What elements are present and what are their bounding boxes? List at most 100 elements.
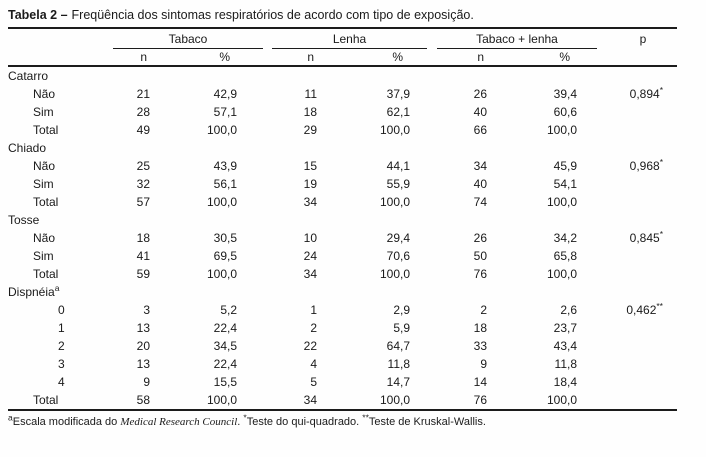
footnote-marker-a: a: [8, 412, 13, 423]
n-value-cell: 28: [136, 105, 150, 119]
pct-value-cell: 15,5: [213, 375, 237, 389]
row-label: 4: [58, 375, 65, 389]
pct-value-cell: 30,5: [213, 231, 237, 245]
pct-value-cell: 65,8: [553, 249, 577, 263]
n-value-cell: 29: [303, 123, 317, 137]
pct-value-cell: 11,8: [554, 357, 577, 371]
footnote-text: Teste de Kruskal-Wallis.: [368, 416, 486, 428]
pct-value-cell: 100,0: [206, 393, 237, 407]
p-value-cell: [577, 103, 663, 121]
pct-value-cell: 100,0: [206, 267, 237, 281]
row-end-spacer: [663, 175, 677, 193]
p-column-header: p: [639, 32, 647, 46]
pct-value-cell: 64,7: [386, 339, 410, 353]
p-value-sup: *: [659, 85, 663, 95]
row-label: 1: [58, 321, 65, 335]
row-label: Total: [33, 195, 59, 209]
pct-value-cell: 100,0: [379, 195, 410, 209]
row-label: 3: [58, 357, 65, 371]
n-value-cell: 13: [136, 357, 150, 371]
n-value-cell: 21: [136, 87, 150, 101]
group-header-lenha: Lenha: [272, 32, 427, 49]
n-value-cell: 14: [473, 375, 487, 389]
pct-value-cell: 34,5: [213, 339, 237, 353]
pct-value-cell: 57,1: [213, 105, 237, 119]
pct-value-cell: 42,9: [213, 87, 237, 101]
pct-value-cell: 18,4: [553, 375, 577, 389]
table-caption-text: Freqüência dos sintomas respiratórios de…: [71, 8, 474, 22]
section-row: Tosse: [8, 211, 677, 229]
pct-value-cell: 43,9: [213, 159, 237, 173]
pct-value-cell: 43,4: [553, 339, 577, 353]
p-value-cell: [577, 373, 663, 391]
pct-value-cell: 100,0: [379, 267, 410, 281]
subheader-row: n % n % n %: [8, 49, 677, 67]
n-value-cell: 57: [136, 195, 150, 209]
n-value-cell: 9: [143, 375, 150, 389]
n-value-cell: 76: [473, 267, 487, 281]
footnote: aEscala modificada do Medical Research C…: [8, 412, 706, 429]
pct-value-cell: 100,0: [546, 195, 577, 209]
n-value-cell: 18: [303, 105, 317, 119]
data-row: 4 9 15,5 5 14,7 14 18,4: [8, 373, 677, 391]
p-value-cell: [577, 337, 663, 355]
pct-value-cell: 22,4: [213, 321, 237, 335]
n-value-cell: 10: [303, 231, 317, 245]
n-value-cell: 40: [473, 105, 487, 119]
bottom-rule: [8, 409, 677, 411]
row-label: Não: [33, 231, 56, 245]
p-value-cell: 0,894*: [629, 85, 663, 101]
row-end-spacer: [663, 265, 677, 283]
row-end-spacer: [663, 85, 677, 103]
pct-value-cell: 2,6: [560, 303, 577, 317]
row-label: 2: [58, 339, 65, 353]
row-end-spacer: [663, 247, 677, 265]
section-row: Chiado: [8, 139, 677, 157]
data-row: Total 59 100,0 34 100,0 76 100,0: [8, 265, 677, 283]
n-value-cell: 18: [473, 321, 487, 335]
section-label: Catarro: [8, 69, 49, 83]
pct-value-cell: 100,0: [379, 393, 410, 407]
pct-value-cell: 39,4: [553, 87, 577, 101]
n-value-cell: 19: [303, 177, 317, 191]
empty-header-cell: [663, 49, 677, 67]
pct-value-cell: 2,9: [393, 303, 410, 317]
data-row: Sim 41 69,5 24 70,6 50 65,8: [8, 247, 677, 265]
n-value-cell: 13: [136, 321, 150, 335]
section-label: Chiado: [8, 141, 47, 155]
data-row: 0 3 5,2 1 2,9 2 2,6 0,462**: [8, 301, 677, 319]
row-label: Sim: [33, 105, 54, 119]
pct-value-cell: 100,0: [206, 195, 237, 209]
data-row: Sim 28 57,1 18 62,1 40 60,6: [8, 103, 677, 121]
n-value-cell: 49: [136, 123, 150, 137]
p-value-cell: [577, 265, 663, 283]
row-label: Total: [33, 267, 59, 281]
n-value-cell: 15: [303, 159, 317, 173]
p-value-cell: [577, 391, 663, 409]
n-value-cell: 41: [136, 249, 150, 263]
p-value-sup: *: [659, 229, 663, 239]
pct-value-cell: 62,1: [386, 105, 410, 119]
pct-value-cell: 29,4: [386, 231, 410, 245]
n-value-cell: 50: [473, 249, 487, 263]
section-label: Dispnéiaa: [8, 283, 60, 299]
footnote-marker-asterisk: *: [243, 412, 247, 423]
n-value-cell: 9: [480, 357, 487, 371]
n-value-cell: 3: [143, 303, 150, 317]
row-end-spacer: [663, 301, 677, 319]
table-body: Catarro Não 21 42,9 11 37,9 26 39,4 0,894* Sim 28 5…: [8, 66, 677, 409]
row-label: Total: [33, 123, 59, 137]
n-value-cell: 5: [310, 375, 317, 389]
n-value-cell: 2: [480, 303, 487, 317]
n-value-cell: 18: [136, 231, 150, 245]
empty-header-cell: [8, 49, 125, 67]
n-value-cell: 25: [136, 159, 150, 173]
footnote-text: .: [237, 416, 244, 428]
data-row: Total 58 100,0 34 100,0 76 100,0: [8, 391, 677, 409]
pct-value-cell: 23,7: [553, 321, 577, 335]
pct-value-cell: 100,0: [546, 123, 577, 137]
n-value-cell: 33: [473, 339, 487, 353]
pct-value-cell: 100,0: [546, 267, 577, 281]
pct-value-cell: 100,0: [546, 393, 577, 407]
